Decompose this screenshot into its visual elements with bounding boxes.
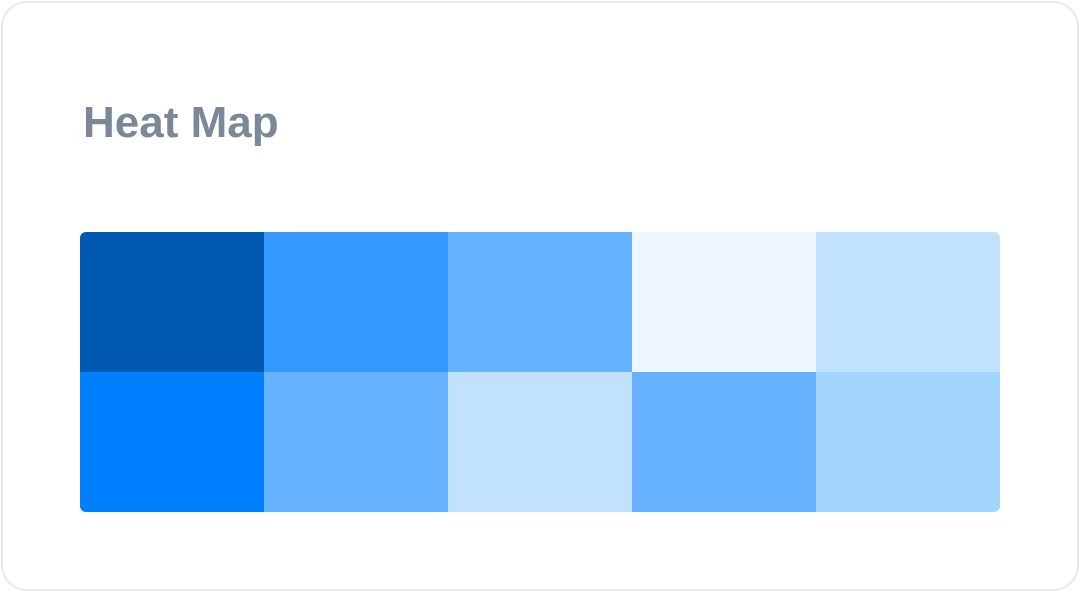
heatmap-cell [448,232,632,372]
heatmap-cell [80,372,264,512]
title: Heat Map [83,98,279,147]
heatmap-cell [816,232,1000,372]
heatmap-cell [264,232,448,372]
heatmap-cell [264,372,448,512]
heatmap-cell [632,372,816,512]
heatmap-cell [80,232,264,372]
cells [80,232,1000,512]
heatmap-cell [448,372,632,512]
heatmap-cell [632,232,816,372]
heatmap-cell [816,372,1000,512]
